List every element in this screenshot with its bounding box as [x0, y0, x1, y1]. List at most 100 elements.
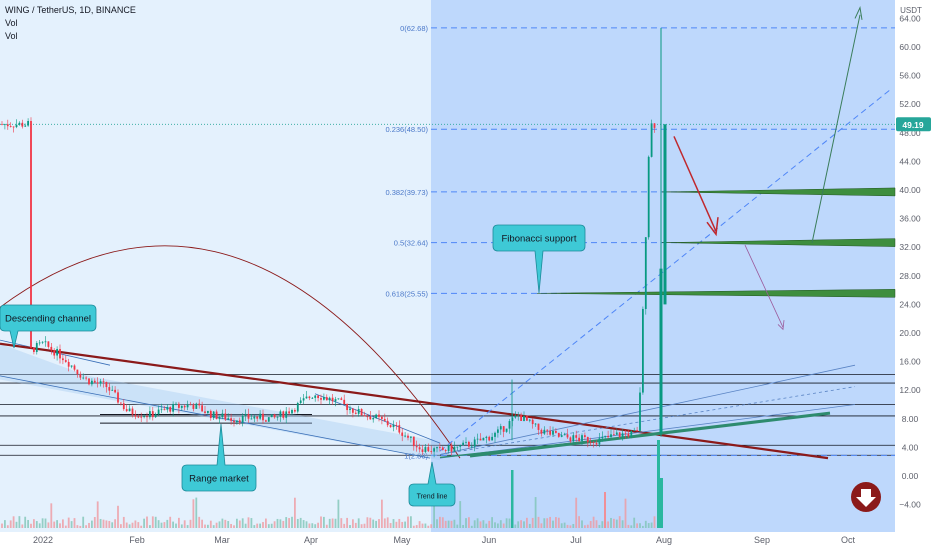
candle-body-27 — [79, 374, 82, 378]
volume-bar-60 — [175, 523, 177, 528]
candle-body-89 — [259, 413, 261, 419]
candle-body-4 — [12, 126, 15, 128]
asc-channel-lower[interactable] — [439, 404, 856, 459]
indicator-vol-1[interactable]: Vol — [5, 18, 18, 28]
candle-body-178 — [517, 415, 520, 416]
candle-body-47 — [137, 416, 140, 418]
volume-bar-125 — [363, 523, 366, 528]
volume-bar-158 — [459, 501, 462, 528]
channel-upper-line-2[interactable] — [314, 393, 441, 444]
volume-bar-141 — [410, 516, 412, 528]
volume-bar-91 — [265, 518, 267, 528]
candle-body-140 — [407, 435, 409, 438]
x-tick-label-5: Jun — [482, 535, 497, 545]
volume-bar-75 — [218, 521, 221, 528]
candle-body-66 — [192, 404, 195, 409]
volume-bar-58 — [169, 516, 172, 528]
callout-range-market[interactable]: Range market — [181, 423, 257, 492]
candle-body-104 — [302, 398, 305, 401]
candle-body-143 — [415, 446, 418, 448]
volume-bar-224 — [650, 522, 653, 528]
volume-bar-199 — [578, 516, 580, 528]
volume-bar-76 — [221, 518, 224, 528]
candle-body-116 — [337, 398, 340, 400]
volume-bar-0 — [1, 523, 3, 528]
candle-body-83 — [241, 415, 244, 423]
candle-body-93 — [270, 414, 273, 418]
volume-bar-11 — [33, 519, 35, 528]
volume-bar-25 — [73, 518, 76, 528]
volume-bar-30 — [88, 522, 90, 528]
current-price-tag[interactable] — [896, 117, 931, 132]
volume-bar-13 — [38, 523, 41, 528]
channel-lower-line[interactable] — [0, 375, 431, 459]
candle-body-64 — [186, 404, 189, 408]
candle-body-207 — [601, 436, 604, 439]
volume-bar-144 — [418, 521, 421, 528]
volume-bar-81 — [236, 518, 238, 528]
candle-body-23 — [67, 361, 70, 367]
y-tick-label-11: 20.00 — [899, 328, 921, 338]
volume-bar-119 — [346, 517, 348, 528]
candle-body-148 — [430, 451, 433, 453]
candle-body-210 — [610, 434, 612, 438]
candle-body-10 — [30, 120, 32, 348]
candle-body-113 — [328, 397, 331, 401]
asc-channel-upper[interactable] — [439, 364, 856, 455]
volume-bar-64 — [186, 525, 189, 528]
volume-bar-117 — [340, 518, 343, 528]
volume-bar-136 — [395, 521, 398, 528]
volume-bar-90 — [262, 522, 264, 528]
candle-body-150 — [436, 447, 438, 449]
candle-body-126 — [366, 416, 369, 418]
support-zone-0382[interactable] — [661, 187, 896, 197]
callout-fibonacci-support[interactable]: Fibonacci support — [492, 224, 586, 294]
support-zone-0618[interactable] — [536, 289, 896, 298]
volume-bar-16 — [47, 522, 50, 528]
asc-channel-mid[interactable] — [439, 386, 856, 455]
candle-body-214 — [621, 433, 624, 437]
callout-trend-line[interactable]: Trend line — [408, 461, 456, 507]
candle-body-55 — [160, 409, 163, 411]
candle-body-67 — [195, 403, 198, 409]
candle-body-212 — [615, 432, 618, 435]
candle-body-30 — [88, 378, 90, 385]
volume-bar-53 — [154, 516, 157, 528]
volume-bar-134 — [389, 523, 392, 528]
volume-bar-170 — [494, 522, 496, 528]
candle-body-77 — [224, 413, 227, 420]
candle-body-208 — [604, 435, 607, 437]
volume-bar-150 — [436, 519, 438, 528]
callout-descending-channel[interactable]: Descending channel — [0, 304, 97, 349]
candle-body-31 — [91, 380, 93, 385]
ascending-trend-line-2[interactable] — [439, 433, 661, 459]
indicator-vol-2[interactable]: Vol — [5, 31, 18, 41]
descending-trend-line[interactable] — [0, 342, 829, 460]
candle-body-88 — [256, 416, 259, 419]
candle-body-22 — [64, 360, 67, 362]
volume-bar-93 — [270, 523, 273, 528]
y-tick-label-15: 4.00 — [902, 442, 919, 452]
support-zone-05[interactable] — [661, 238, 896, 247]
volume-bar-160 — [465, 518, 467, 528]
callout-trend-line-shape — [408, 461, 456, 507]
candle-body-221 — [642, 308, 644, 393]
volume-bar-169 — [491, 517, 493, 528]
candle-body-129 — [375, 414, 377, 418]
volume-bar-157 — [456, 524, 459, 528]
fib-label-3: 0.5(32.64) — [394, 239, 429, 248]
current-price-label: 49.19 — [902, 120, 924, 130]
candle-body-58 — [169, 407, 172, 412]
volume-bar-2 — [6, 525, 9, 528]
candle-body-60 — [175, 403, 177, 405]
candle-body-183 — [531, 419, 534, 425]
volume-bar-73 — [212, 525, 215, 528]
volume-bar-14 — [41, 518, 44, 528]
candle-body-92 — [267, 417, 270, 422]
y-tick-label-8: 32.00 — [899, 242, 921, 252]
volume-bar-137 — [398, 518, 401, 528]
volume-bar-110 — [320, 516, 322, 528]
volume-bar-114 — [331, 518, 334, 528]
volume-bar-8 — [24, 516, 27, 528]
